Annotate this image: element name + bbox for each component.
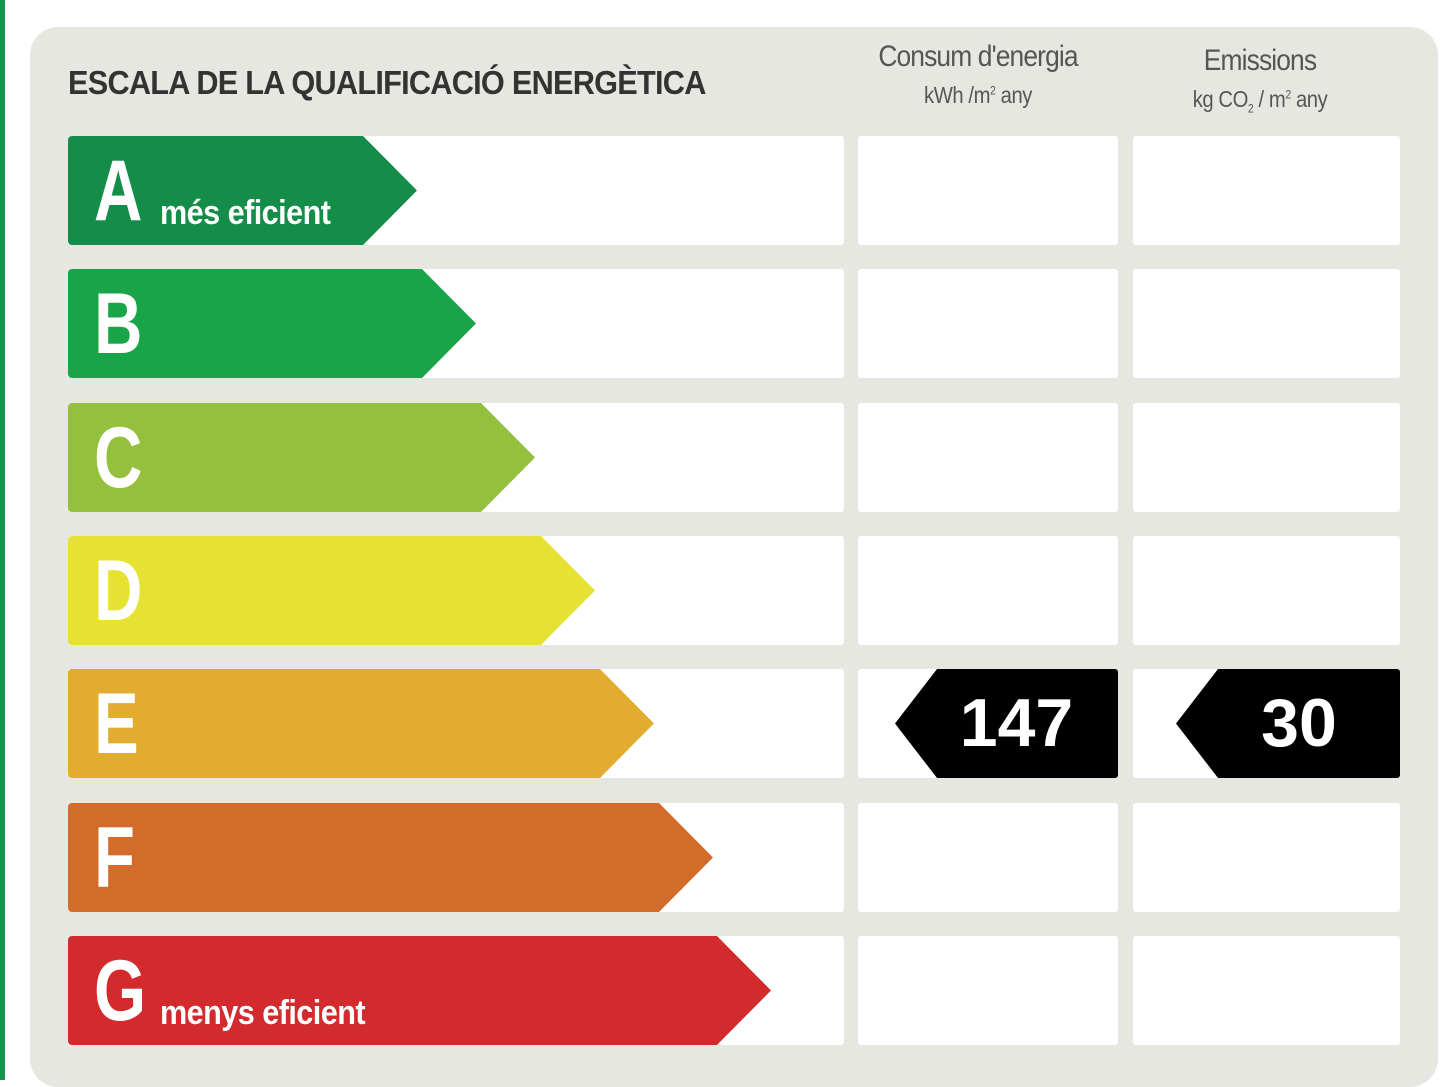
emissions-cell	[1133, 403, 1400, 512]
consumption-cell	[858, 803, 1118, 912]
emissions-column-header: Emissions kg CO2 / m2 any	[1140, 44, 1380, 116]
rating-letter: B	[94, 276, 143, 372]
emissions-value-tag: 30	[1176, 669, 1400, 778]
rating-letter: F	[94, 810, 135, 906]
rating-letter: A	[94, 143, 143, 239]
rating-letter: C	[94, 410, 143, 506]
consumption-label: Consum d'energia	[878, 40, 1078, 73]
emissions-cell	[1133, 803, 1400, 912]
emissions-cell	[1133, 136, 1400, 245]
emissions-cell	[1133, 269, 1400, 378]
consumption-value-tag: 147	[895, 669, 1118, 778]
consumption-cell	[858, 269, 1118, 378]
rating-arrow-f: F	[68, 803, 713, 912]
rating-note: menys eficient	[160, 994, 366, 1032]
rating-arrow-b: B	[68, 269, 476, 378]
rating-arrow-d: D	[68, 536, 595, 645]
left-edge-line	[0, 0, 5, 1080]
rating-row-e: E 147 30	[0, 669, 1440, 778]
rating-row-b: B	[0, 269, 1440, 378]
consumption-cell	[858, 936, 1118, 1045]
consumption-cell	[858, 536, 1118, 645]
emissions-unit: kg CO2 / m2 any	[1192, 86, 1328, 116]
emissions-cell	[1133, 536, 1400, 645]
consumption-unit: kWh /m2 any	[924, 82, 1032, 108]
rating-arrow-e: E	[68, 669, 654, 778]
rating-arrow-c: C	[68, 403, 535, 512]
rating-row-c: C	[0, 403, 1440, 512]
consumption-cell	[858, 403, 1118, 512]
page-title: ESCALA DE LA QUALIFICACIÓ ENERGÈTICA	[68, 64, 706, 101]
rating-letter: D	[94, 543, 143, 639]
rating-row-f: F	[0, 803, 1440, 912]
emissions-cell	[1133, 936, 1400, 1045]
rating-note: més eficient	[160, 194, 331, 232]
rating-row-d: D	[0, 536, 1440, 645]
consumption-column-header: Consum d'energia kWh /m2 any	[858, 40, 1098, 109]
rating-letter: G	[94, 943, 147, 1039]
emissions-label: Emissions	[1203, 44, 1317, 77]
rating-letter: E	[94, 676, 139, 772]
consumption-cell	[858, 136, 1118, 245]
